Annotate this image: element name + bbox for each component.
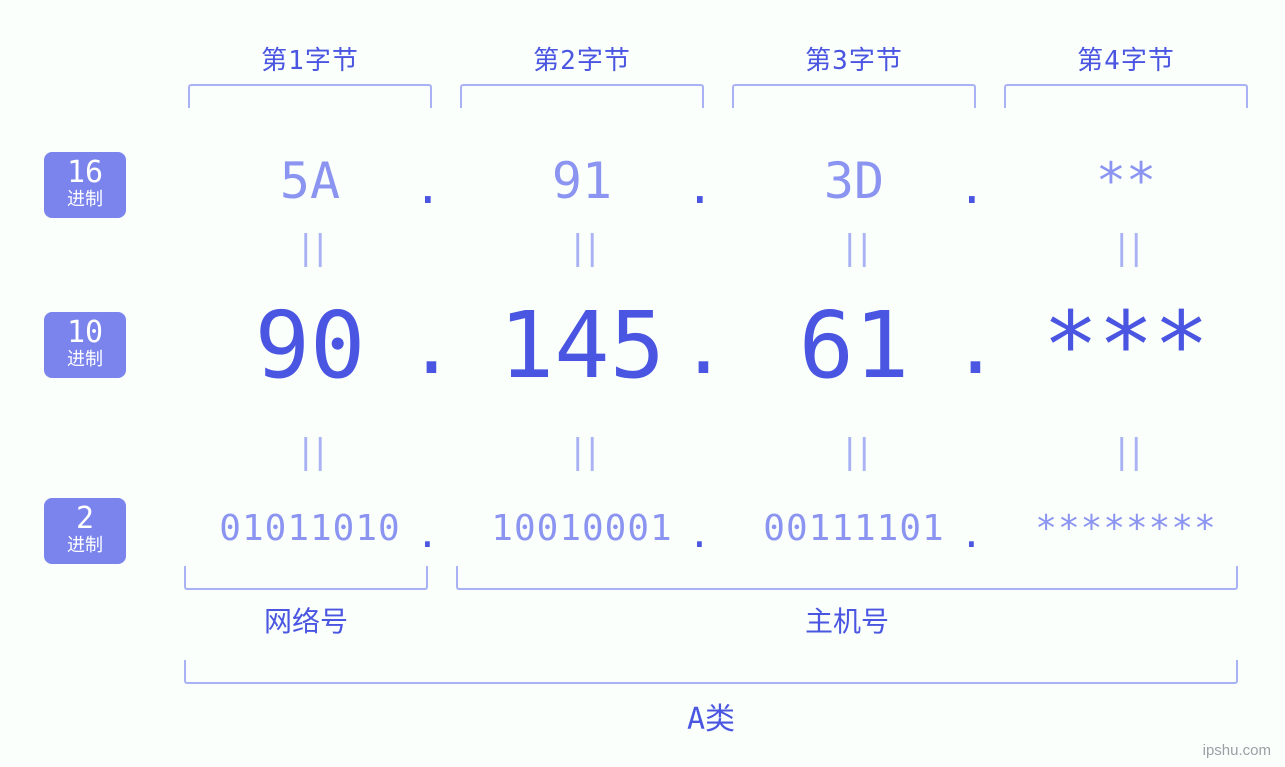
base-number: 2 (44, 504, 126, 534)
hex-byte-2: 91 (452, 152, 712, 210)
dot-icon: . (680, 302, 727, 392)
equals-icon: || (180, 228, 440, 268)
dot-icon: . (416, 512, 439, 556)
label-class: A类 (184, 694, 1238, 738)
base-number: 10 (44, 318, 126, 348)
dot-icon: . (408, 302, 455, 392)
equals-icon: || (996, 228, 1256, 268)
base-badge-hex: 16 进制 (44, 152, 126, 218)
bracket-icon (732, 84, 976, 108)
equals-icon: || (452, 432, 712, 472)
equals-icon: || (180, 432, 440, 472)
hex-byte-1: 5A (180, 152, 440, 210)
bracket-network-icon (184, 566, 428, 590)
dot-icon: . (958, 160, 986, 214)
bin-byte-2: 10010001 (452, 508, 712, 549)
equals-icon: || (724, 228, 984, 268)
bracket-icon (188, 84, 432, 108)
dec-byte-2: 145 (452, 292, 712, 399)
byte-header-label: 第2字节 (533, 46, 631, 76)
label-host: 主机号 (456, 600, 1238, 640)
dec-byte-4: *** (996, 292, 1256, 399)
base-number: 16 (44, 158, 126, 188)
dot-icon: . (686, 160, 714, 214)
bin-byte-3: 00111101 (724, 508, 984, 549)
ip-diagram: 第1字节 第2字节 第3字节 第4字节 16 进制 10 进制 2 进制 5A … (0, 0, 1285, 767)
equals-icon: || (724, 432, 984, 472)
base-suffix: 进制 (44, 536, 126, 556)
dec-byte-3: 61 (724, 292, 984, 399)
base-suffix: 进制 (44, 350, 126, 370)
watermark: ipshu.com (1203, 742, 1271, 759)
dot-icon: . (414, 160, 442, 214)
bin-byte-1: 01011010 (180, 508, 440, 549)
dot-icon: . (688, 512, 711, 556)
byte-header-label: 第1字节 (261, 46, 359, 76)
dec-byte-1: 90 (180, 292, 440, 399)
base-suffix: 进制 (44, 190, 126, 210)
bracket-icon (460, 84, 704, 108)
base-badge-dec: 10 进制 (44, 312, 126, 378)
equals-icon: || (452, 228, 712, 268)
label-network: 网络号 (184, 600, 428, 640)
dot-icon: . (960, 512, 983, 556)
hex-byte-3: 3D (724, 152, 984, 210)
byte-header-2: 第2字节 (452, 40, 712, 77)
bracket-class-icon (184, 660, 1238, 684)
byte-header-3: 第3字节 (724, 40, 984, 77)
equals-icon: || (996, 432, 1256, 472)
base-badge-bin: 2 进制 (44, 498, 126, 564)
bracket-host-icon (456, 566, 1238, 590)
hex-byte-4: ** (996, 152, 1256, 210)
byte-header-label: 第4字节 (1077, 46, 1175, 76)
bracket-icon (1004, 84, 1248, 108)
byte-header-label: 第3字节 (805, 46, 903, 76)
byte-header-4: 第4字节 (996, 40, 1256, 77)
bin-byte-4: ******** (996, 508, 1256, 549)
dot-icon: . (952, 302, 999, 392)
byte-header-1: 第1字节 (180, 40, 440, 77)
